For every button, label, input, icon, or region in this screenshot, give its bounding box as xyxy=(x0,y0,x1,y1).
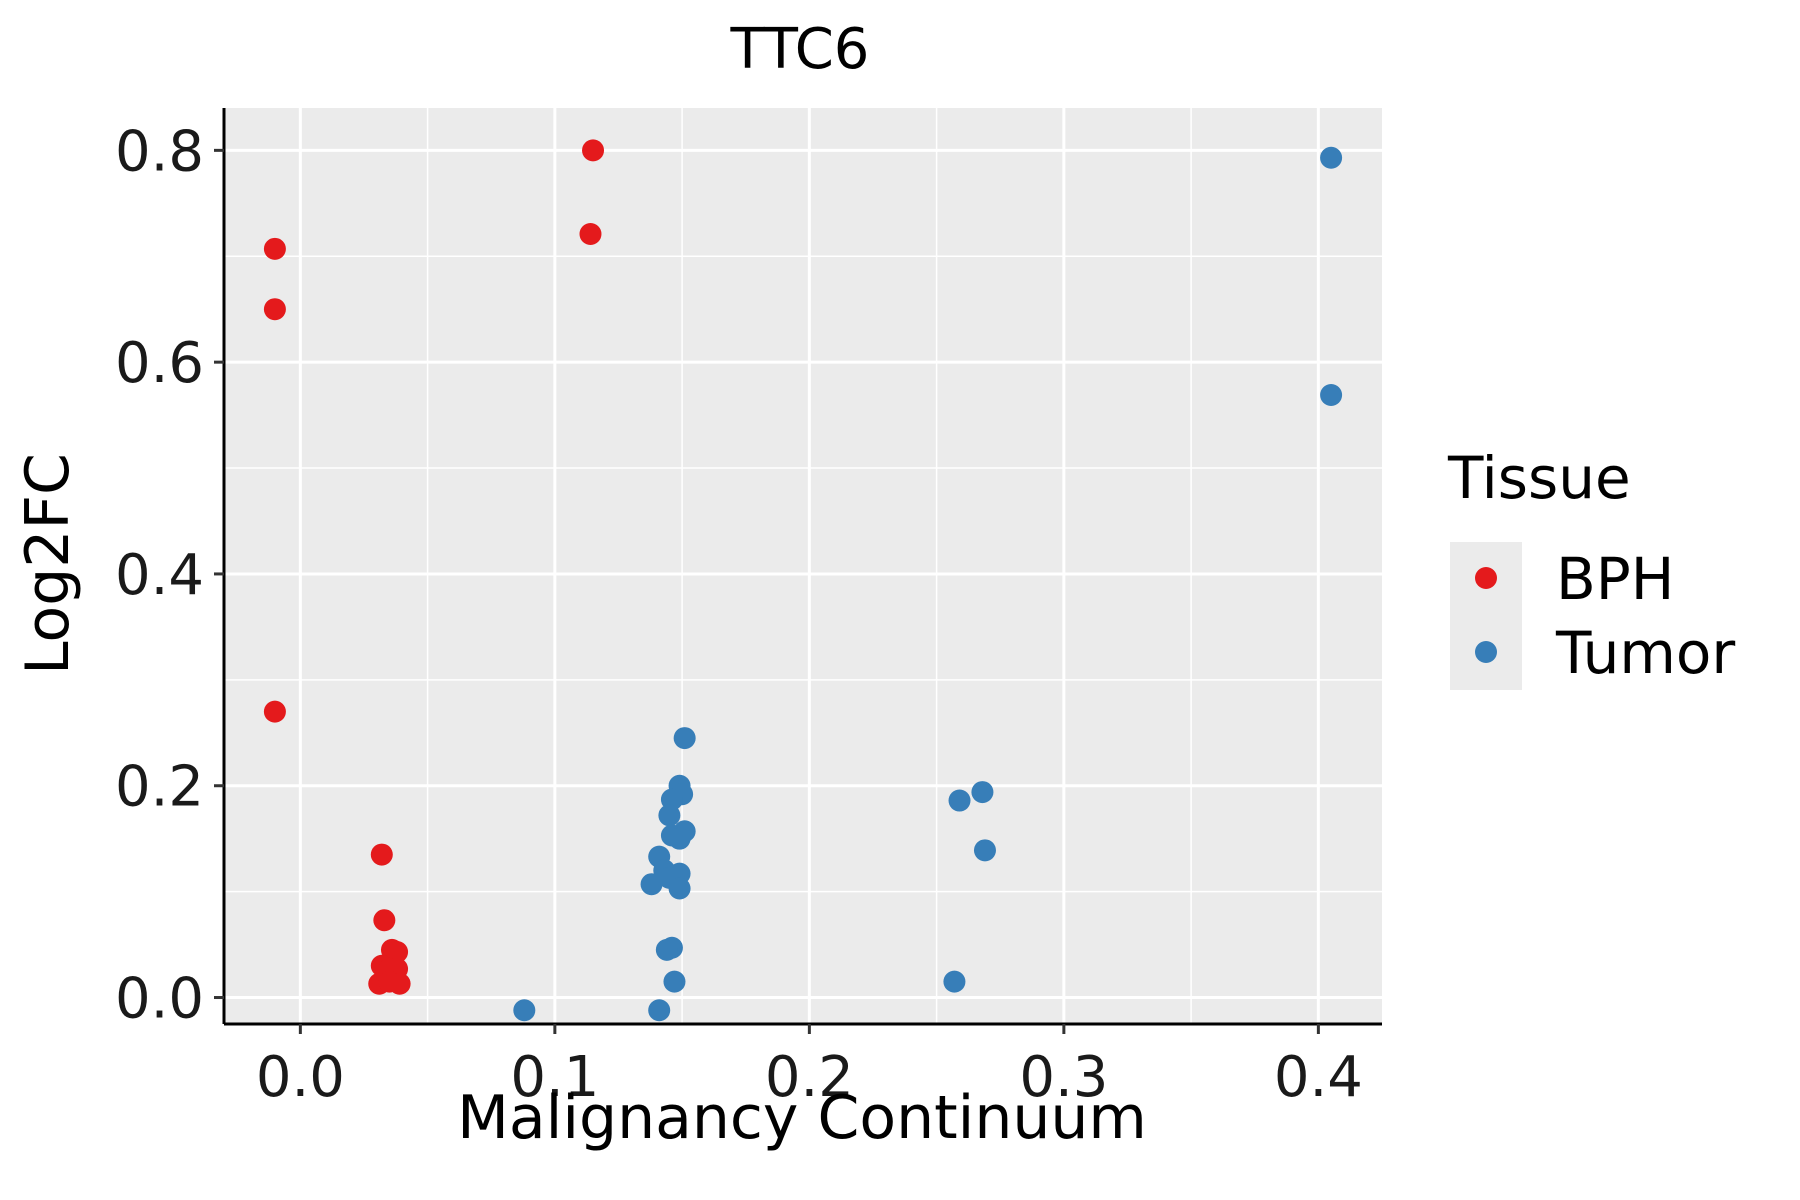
data-point-bph xyxy=(388,972,411,995)
data-point-bph xyxy=(370,843,393,866)
minor-gridlines xyxy=(224,108,1382,1024)
y-tick-label: 0.4 xyxy=(115,543,204,608)
legend-key-bph xyxy=(1475,567,1497,589)
x-tick-label: 0.2 xyxy=(765,1045,854,1110)
data-point-tumor xyxy=(668,877,691,900)
data-point-tumor xyxy=(640,873,663,896)
x-tick-label: 0.4 xyxy=(1274,1045,1363,1110)
data-point-bph xyxy=(579,223,602,246)
x-axis-label: Malignancy Continuum xyxy=(457,1083,1147,1153)
legend-label-tumor: Tumor xyxy=(1555,619,1735,687)
x-tick-label: 0.0 xyxy=(256,1045,345,1110)
y-tick-label: 0.8 xyxy=(115,119,204,184)
y-axis-ticks: 0.0 0.2 0.4 0.6 0.8 xyxy=(115,119,224,1032)
y-tick-label: 0.0 xyxy=(115,967,204,1032)
data-point-bph xyxy=(386,940,409,963)
x-axis-ticks: 0.0 0.1 0.2 0.3 0.4 xyxy=(256,1024,1363,1110)
data-point-tumor xyxy=(971,781,994,804)
data-points xyxy=(263,139,1343,1022)
legend-title: Tissue xyxy=(1447,444,1631,512)
legend: Tissue BPH Tumor xyxy=(1447,444,1735,690)
data-point-tumor xyxy=(673,727,696,750)
data-point-tumor xyxy=(655,938,678,961)
data-point-tumor xyxy=(973,839,996,862)
data-point-tumor xyxy=(1320,383,1343,406)
data-point-tumor xyxy=(648,999,671,1022)
data-point-tumor xyxy=(948,789,971,812)
panel-background xyxy=(224,108,1382,1024)
data-point-tumor xyxy=(1320,146,1343,169)
data-point-bph xyxy=(263,298,286,321)
y-tick-label: 0.2 xyxy=(115,755,204,820)
y-axis-label: Log2FC xyxy=(13,453,83,675)
data-point-bph xyxy=(373,909,396,932)
data-point-bph xyxy=(263,237,286,260)
y-tick-label: 0.6 xyxy=(115,331,204,396)
data-point-tumor xyxy=(513,999,536,1022)
legend-label-bph: BPH xyxy=(1556,545,1674,613)
data-point-tumor xyxy=(663,970,686,993)
x-tick-label: 0.3 xyxy=(1019,1045,1108,1110)
x-tick-label: 0.1 xyxy=(510,1045,599,1110)
major-gridlines xyxy=(224,108,1382,1024)
data-point-tumor xyxy=(943,970,966,993)
data-point-tumor xyxy=(668,827,691,850)
data-point-bph xyxy=(263,700,286,723)
chart-title: TTC6 xyxy=(730,17,870,82)
legend-key-background xyxy=(1450,542,1522,690)
data-point-bph xyxy=(582,139,605,162)
legend-key-tumor xyxy=(1475,641,1497,663)
data-point-tumor xyxy=(658,804,681,827)
